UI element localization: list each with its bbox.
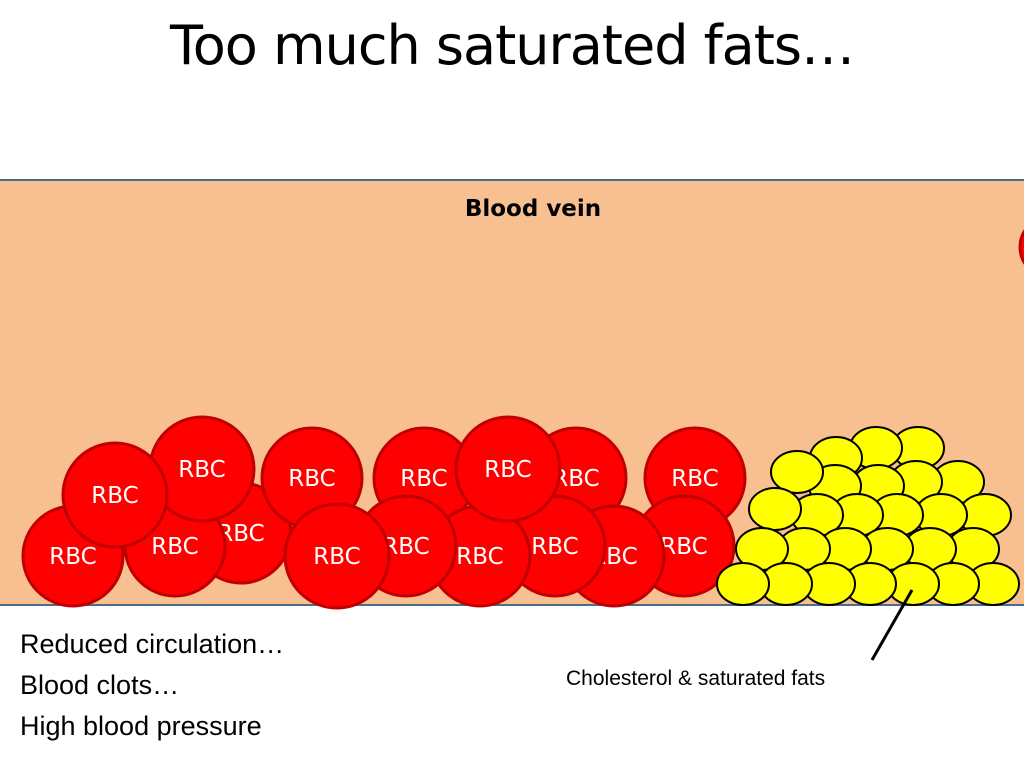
red-blood-cell-label: RBC — [484, 457, 531, 483]
red-blood-cell-circle — [283, 502, 391, 610]
red-blood-cell-circle — [454, 415, 562, 523]
red-blood-cell-label: RBC — [49, 544, 96, 570]
red-blood-cell-label: RBC — [91, 483, 138, 509]
fat-globule — [748, 487, 802, 531]
red-blood-cell: RBC — [148, 415, 256, 523]
callout-pointer-line — [870, 589, 914, 661]
effect-blood-clots: Blood clots… — [20, 670, 180, 700]
red-blood-cell-circle — [61, 441, 169, 549]
fat-deposit — [716, 426, 1020, 606]
red-blood-cell-label: RBC — [151, 534, 198, 560]
effects-list: Reduced circulation… Blood clots… High b… — [20, 624, 284, 747]
slide-title: Too much saturated fats… — [169, 14, 855, 77]
red-blood-cell-label: RBC — [178, 457, 225, 483]
red-blood-cell-label: RBC — [531, 534, 578, 560]
red-blood-cell: RBC — [454, 415, 562, 523]
vein-label: Blood vein — [464, 196, 602, 222]
fat-globule — [770, 450, 824, 494]
effect-reduced-circulation: Reduced circulation… — [20, 629, 285, 659]
fat-globule — [716, 562, 770, 606]
red-blood-cell-label: RBC — [313, 544, 360, 570]
partial-red-blood-cell — [1018, 229, 1024, 265]
red-blood-cell-label: RBC — [288, 466, 335, 492]
red-blood-cell: RBC — [283, 502, 391, 610]
red-blood-cell-label: RBC — [400, 466, 447, 492]
red-blood-cell-label: RBC — [660, 534, 707, 560]
red-blood-cell-label: RBC — [456, 544, 503, 570]
cholesterol-callout-label: Cholesterol & saturated fats — [566, 667, 826, 690]
red-blood-cell: RBC — [61, 441, 169, 549]
red-blood-cell-label: RBC — [671, 466, 718, 492]
effect-high-blood-pressure: High blood pressure — [20, 711, 262, 741]
